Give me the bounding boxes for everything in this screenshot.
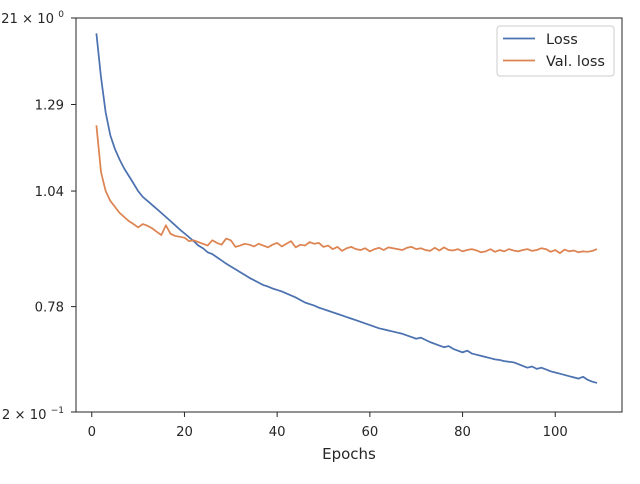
y-tick-label-top-base: 21 × 10 xyxy=(1,12,54,27)
y-tick-label-bottom-exponent: −1 xyxy=(51,406,64,416)
series-line-val-loss xyxy=(95,125,598,255)
x-tick-label: 80 xyxy=(454,425,471,440)
axes-frame xyxy=(75,17,623,413)
y-tick-label-top-exponent: 0 xyxy=(58,10,64,20)
y-tick-label: 0.78 xyxy=(35,301,64,316)
x-tick-label: 100 xyxy=(543,425,568,440)
x-tick-label: 0 xyxy=(88,425,96,440)
plot-area xyxy=(95,33,598,384)
legend: Loss Val. loss xyxy=(496,25,615,77)
y-tick-label-bottom-base: 2 × 10 xyxy=(2,408,47,423)
x-axis-label: Epochs xyxy=(322,445,376,463)
y-axis-ticks: 0.78 1.04 1.29 xyxy=(35,17,76,413)
x-axis-ticks: 0 20 40 60 80 100 xyxy=(88,412,568,440)
y-tick-label-top: 21 × 10 0 xyxy=(1,10,64,27)
x-tick-label: 40 xyxy=(269,425,286,440)
axes-spines xyxy=(75,17,623,413)
y-tick-label: 1.29 xyxy=(35,99,64,114)
y-tick-label: 1.04 xyxy=(35,185,64,200)
legend-label-val-loss: Val. loss xyxy=(546,54,605,70)
legend-label-loss: Loss xyxy=(546,32,578,48)
x-tick-label: 20 xyxy=(176,425,193,440)
series-line-loss xyxy=(95,33,598,384)
x-tick-label: 60 xyxy=(361,425,378,440)
y-tick-label-bottom: 2 × 10 −1 xyxy=(2,406,64,423)
